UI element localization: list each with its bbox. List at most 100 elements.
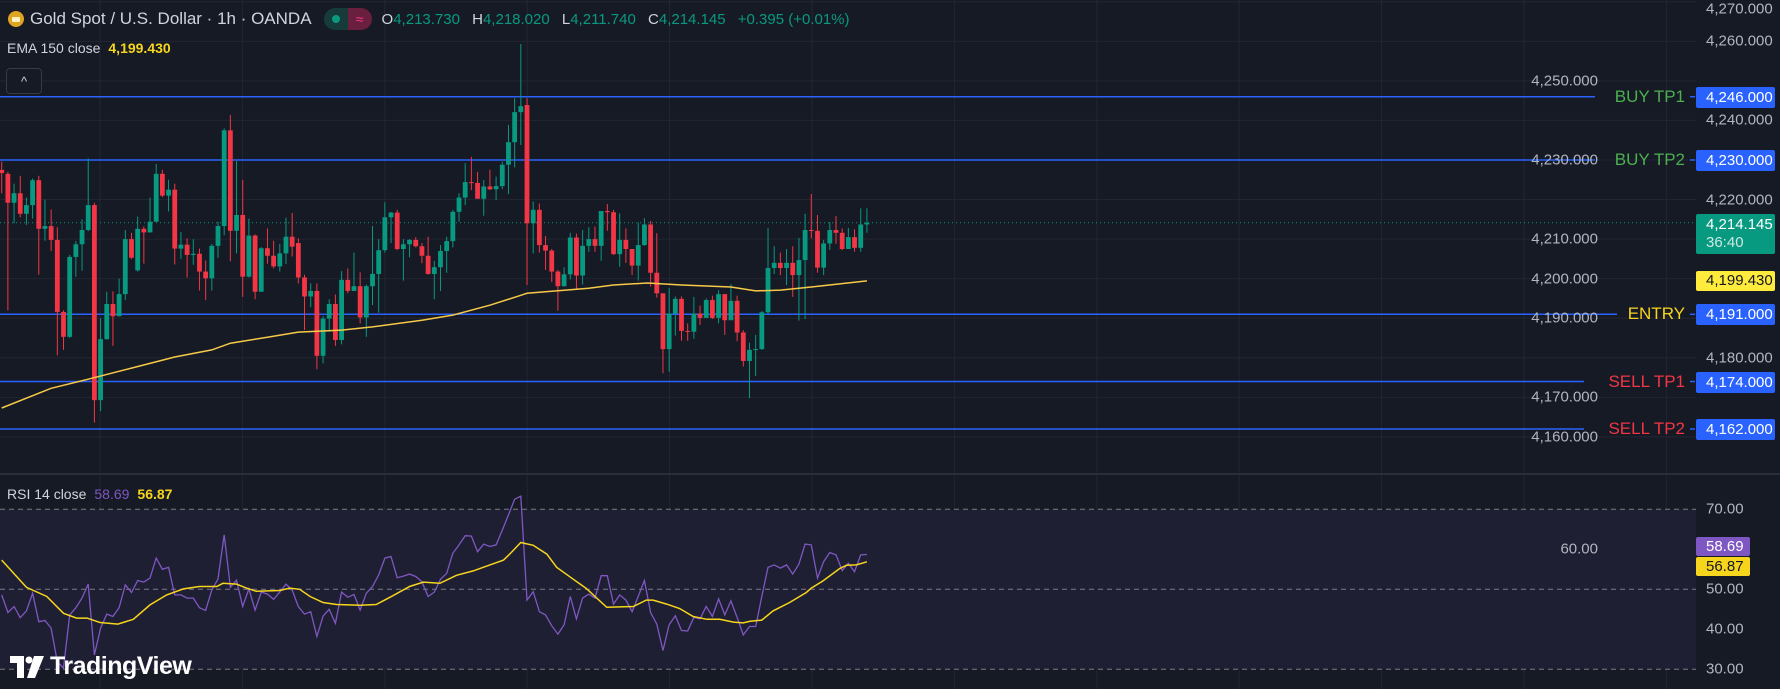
candle bbox=[858, 208, 864, 252]
level-label[interactable]: SELL TP1 bbox=[1608, 371, 1685, 391]
candle bbox=[184, 238, 190, 278]
candle-body bbox=[234, 214, 239, 231]
candle-body bbox=[413, 239, 419, 247]
open-value: 4,213.730 bbox=[393, 10, 460, 28]
candle-body bbox=[419, 246, 425, 256]
candle bbox=[203, 260, 209, 301]
candle bbox=[326, 299, 332, 332]
candle bbox=[110, 291, 116, 346]
candle-body bbox=[24, 205, 29, 214]
candle-body bbox=[11, 193, 17, 203]
candle bbox=[153, 163, 159, 222]
candle bbox=[815, 214, 820, 273]
level-price-label[interactable]: 4,174.000 bbox=[1696, 371, 1775, 393]
candle bbox=[666, 288, 672, 372]
candle bbox=[190, 239, 196, 265]
market-open-dot-icon bbox=[323, 8, 348, 30]
level-label[interactable]: BUY TP1 bbox=[1614, 86, 1685, 106]
price-tick-label: 4,270.000 bbox=[1706, 0, 1773, 18]
candle-body bbox=[660, 293, 666, 350]
candle bbox=[308, 283, 314, 308]
candle-body bbox=[122, 239, 128, 295]
candle-body bbox=[635, 245, 641, 266]
level-price-label[interactable]: 4,230.000 bbox=[1696, 149, 1775, 171]
candle-body bbox=[401, 244, 406, 250]
candle bbox=[623, 228, 629, 263]
symbol-title[interactable]: Gold Spot / U.S. Dollar · 1h · OANDA bbox=[30, 9, 312, 28]
level-label[interactable]: ENTRY bbox=[1627, 304, 1685, 324]
current-price-value: 4,214.145 bbox=[1706, 215, 1773, 233]
candle-body bbox=[295, 243, 301, 278]
candle bbox=[728, 284, 734, 321]
candle bbox=[209, 243, 215, 291]
candle bbox=[747, 342, 752, 399]
level-label[interactable]: BUY TP2 bbox=[1614, 149, 1685, 169]
candle-body bbox=[67, 256, 73, 337]
candle-body bbox=[92, 205, 97, 401]
candle-body bbox=[265, 248, 270, 256]
candle bbox=[629, 249, 635, 276]
candle-body bbox=[574, 237, 579, 276]
candle-body bbox=[567, 237, 573, 275]
candle-body bbox=[703, 300, 709, 318]
candle-body bbox=[549, 250, 555, 272]
price-tick-label: 4,220.000 bbox=[1706, 191, 1773, 209]
chevron-up-icon: ^ bbox=[20, 73, 28, 89]
candle bbox=[506, 124, 511, 195]
candle bbox=[784, 249, 789, 286]
candle-body bbox=[209, 245, 215, 279]
candle bbox=[252, 234, 258, 300]
rsi-tick-label: 30.00 bbox=[1706, 660, 1744, 678]
candle bbox=[642, 218, 647, 246]
candle bbox=[821, 239, 827, 276]
candle bbox=[295, 238, 301, 284]
candle-body bbox=[518, 106, 524, 113]
candle-body bbox=[555, 271, 561, 287]
candle bbox=[716, 290, 721, 324]
candle-body bbox=[790, 262, 796, 276]
trade-level-lines bbox=[0, 95, 1695, 430]
candle bbox=[685, 323, 691, 341]
level-price-label[interactable]: 4,191.000 bbox=[1696, 304, 1775, 326]
candle-body bbox=[425, 255, 431, 274]
candle-body bbox=[98, 339, 103, 401]
candle-body bbox=[85, 205, 91, 231]
candle-body bbox=[617, 239, 623, 255]
candle-body bbox=[5, 173, 11, 203]
candle bbox=[796, 237, 802, 321]
candle bbox=[48, 209, 54, 251]
price-tick-label: 4,240.000 bbox=[1706, 111, 1773, 129]
candle-body bbox=[530, 209, 536, 224]
candle-body bbox=[376, 250, 382, 274]
candle bbox=[722, 294, 728, 335]
level-label[interactable]: SELL TP2 bbox=[1608, 419, 1685, 438]
candle bbox=[598, 211, 604, 261]
candle bbox=[141, 226, 147, 264]
candle bbox=[333, 294, 338, 346]
candle bbox=[234, 161, 239, 254]
market-status-pill[interactable]: ≈ bbox=[323, 8, 372, 30]
candle bbox=[30, 178, 35, 219]
ema-legend[interactable]: EMA 150 close 4,199.430 bbox=[7, 40, 171, 56]
candle-body bbox=[611, 212, 616, 255]
candle-body bbox=[796, 260, 802, 276]
candle-body bbox=[258, 248, 264, 292]
rsi-value-label: 58.69 bbox=[1696, 536, 1750, 556]
level-price-label[interactable]: 4,246.000 bbox=[1696, 86, 1775, 108]
candle-body bbox=[61, 311, 66, 337]
candle bbox=[734, 295, 740, 342]
tradingview-logo[interactable]: TradingView bbox=[10, 652, 192, 681]
candle-body bbox=[203, 271, 209, 279]
candle bbox=[771, 246, 777, 274]
rsi-tick-label: 70.00 bbox=[1706, 500, 1744, 518]
level-price-label[interactable]: 4,162.000 bbox=[1696, 419, 1775, 440]
rsi-legend[interactable]: RSI 14 close 58.69 56.87 bbox=[7, 486, 172, 502]
candle bbox=[407, 239, 412, 258]
candle-body bbox=[784, 262, 789, 268]
candle-body bbox=[524, 105, 530, 224]
candle bbox=[61, 310, 66, 350]
collapse-legend-button[interactable]: ^ bbox=[6, 68, 42, 94]
candle bbox=[258, 247, 264, 292]
candle-body bbox=[858, 224, 864, 248]
